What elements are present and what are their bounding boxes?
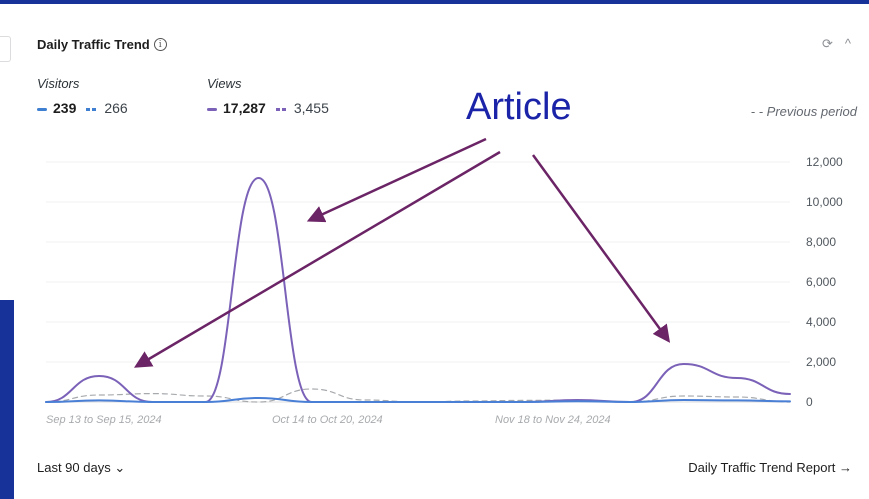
date-range-label: Last 90 days xyxy=(37,460,111,475)
x-tick-label: Oct 14 to Oct 20, 2024 xyxy=(272,414,383,426)
visitors-metric: Visitors 239 266 xyxy=(37,76,128,116)
report-link[interactable]: Daily Traffic Trend Report → xyxy=(688,460,852,475)
series-line-previous xyxy=(45,388,791,403)
annotation-article: Article xyxy=(466,86,572,128)
adjacent-panel-edge xyxy=(0,36,11,62)
card-title-text: Daily Traffic Trend xyxy=(37,37,150,52)
top-accent-bar xyxy=(0,0,869,4)
collapse-icon[interactable]: ^ xyxy=(844,36,851,51)
views-current-swatch xyxy=(207,107,217,111)
card-title: Daily Traffic Trend i xyxy=(37,37,167,52)
x-tick-label: Sep 13 to Sep 15, 2024 xyxy=(46,414,162,426)
annotation-arrow xyxy=(531,154,671,343)
info-icon[interactable]: i xyxy=(153,38,167,51)
y-tick-label: 12,000 xyxy=(806,155,843,169)
visitors-previous-swatch xyxy=(86,107,99,111)
y-tick-label: 2,000 xyxy=(806,355,836,369)
views-previous: 3,455 xyxy=(275,100,329,116)
y-tick-label: 4,000 xyxy=(806,315,836,329)
views-previous-value: 3,455 xyxy=(293,100,329,116)
y-tick-label: 0 xyxy=(806,395,813,409)
annotation-arrow xyxy=(306,137,487,223)
visitors-current-value: 239 xyxy=(53,100,77,116)
visitors-label: Visitors xyxy=(37,76,80,91)
views-metric: Views 17,287 3,455 xyxy=(207,76,329,116)
y-tick-label: 10,000 xyxy=(806,195,843,209)
views-current: 17,287 xyxy=(207,100,266,116)
visitors-previous-value: 266 xyxy=(104,100,128,116)
views-previous-swatch xyxy=(275,107,288,111)
series-line xyxy=(45,176,791,404)
series-line xyxy=(45,396,791,404)
x-tick-label: Nov 18 to Nov 24, 2024 xyxy=(495,414,611,426)
visitors-current-swatch xyxy=(37,107,47,111)
visitors-previous: 266 xyxy=(86,100,128,116)
views-current-value: 17,287 xyxy=(223,100,266,116)
chevron-down-icon: ⌄ xyxy=(114,460,126,475)
y-tick-label: 6,000 xyxy=(806,275,836,289)
date-range-select[interactable]: Last 90 days ⌄ xyxy=(37,460,125,476)
visitors-current: 239 xyxy=(37,100,76,116)
annotation-arrow xyxy=(133,150,501,368)
refresh-icon[interactable]: ⟳ xyxy=(821,36,833,51)
card-actions: ⟳ ^ xyxy=(822,36,851,52)
y-tick-label: 8,000 xyxy=(806,235,836,249)
adjacent-panel-block xyxy=(0,300,14,499)
previous-period-legend: - - Previous period xyxy=(750,104,857,119)
views-label: Views xyxy=(207,76,242,91)
